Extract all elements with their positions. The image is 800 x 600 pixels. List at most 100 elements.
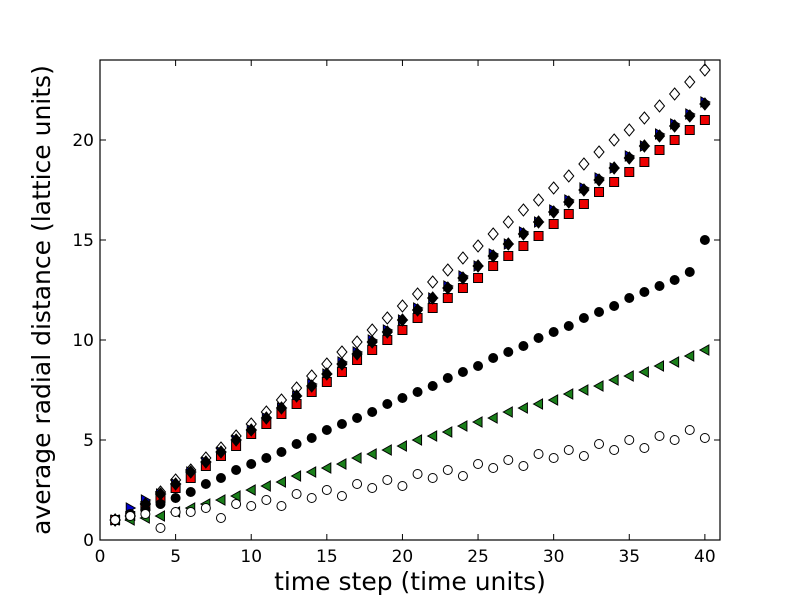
series-1-point bbox=[532, 193, 545, 207]
series-7 bbox=[110, 425, 710, 533]
series-6-point bbox=[638, 366, 649, 378]
series-3-point bbox=[488, 261, 499, 271]
series-7-point bbox=[669, 435, 680, 445]
series-5-point bbox=[639, 287, 650, 297]
series-1-point bbox=[442, 263, 454, 277]
series-1-point bbox=[396, 299, 409, 313]
series-7-point bbox=[427, 473, 438, 483]
series-5-point bbox=[215, 473, 226, 483]
series-3 bbox=[110, 115, 710, 525]
series-1-point bbox=[623, 123, 635, 137]
series-7-point bbox=[140, 509, 151, 519]
series-5-point bbox=[185, 487, 196, 497]
x-tick-label: 0 bbox=[95, 547, 106, 567]
series-6-point bbox=[320, 462, 332, 474]
series-6-point bbox=[562, 388, 574, 400]
series-6-point bbox=[623, 370, 634, 382]
series-4-point bbox=[381, 325, 393, 339]
series-3-point bbox=[699, 115, 710, 125]
series-1-point bbox=[381, 311, 393, 325]
series-6-point bbox=[472, 416, 483, 428]
series-6-point bbox=[396, 440, 407, 452]
series-7-point bbox=[170, 507, 181, 517]
series-5-point bbox=[684, 267, 695, 277]
series-1-point bbox=[336, 345, 348, 359]
series-5-point bbox=[412, 387, 423, 397]
series-5-point bbox=[518, 341, 529, 351]
series-3-point bbox=[684, 125, 695, 135]
series-4-point bbox=[427, 291, 439, 305]
series-4-point bbox=[245, 423, 257, 437]
series-7-point bbox=[654, 431, 665, 441]
series-4-point bbox=[623, 151, 635, 165]
series-7-point bbox=[215, 513, 226, 523]
series-7-point bbox=[367, 483, 378, 493]
series-5-point bbox=[654, 281, 665, 291]
series-4-point bbox=[411, 303, 424, 317]
series-4-point bbox=[185, 465, 197, 479]
series-4-point bbox=[532, 215, 545, 229]
series-7-point bbox=[200, 503, 211, 513]
series-4-point bbox=[366, 335, 378, 349]
x-tick-label: 20 bbox=[392, 547, 414, 567]
series-6-point bbox=[411, 434, 423, 446]
series-5-point bbox=[261, 453, 272, 463]
series-4-point bbox=[306, 379, 318, 393]
series-4-point bbox=[351, 347, 363, 361]
series-4-point bbox=[215, 445, 227, 459]
series-7-point bbox=[578, 451, 589, 461]
series-7-point bbox=[503, 455, 514, 465]
series-5-point bbox=[367, 407, 378, 417]
data-marks bbox=[109, 63, 711, 533]
series-5-point bbox=[594, 307, 605, 317]
series-4-point bbox=[290, 389, 303, 403]
series-3-point bbox=[624, 167, 635, 177]
series-5-point bbox=[306, 433, 317, 443]
series-4-point bbox=[563, 195, 575, 209]
series-5-point bbox=[427, 381, 438, 391]
series-4-point bbox=[321, 367, 333, 381]
series-1-point bbox=[411, 287, 424, 301]
series-6-point bbox=[517, 402, 528, 414]
series-6-point bbox=[532, 398, 544, 410]
series-6-point bbox=[441, 426, 453, 438]
series-7-point bbox=[125, 511, 136, 521]
series-7-point bbox=[306, 493, 317, 503]
series-1-point bbox=[684, 75, 696, 89]
series-5-point bbox=[624, 293, 635, 303]
series-5-point bbox=[200, 479, 211, 489]
series-5-point bbox=[352, 413, 363, 423]
series-4-point bbox=[336, 357, 348, 371]
series-7-point bbox=[155, 523, 166, 533]
series-1-point bbox=[653, 99, 666, 113]
series-7-point bbox=[457, 471, 468, 481]
series-4-point bbox=[169, 477, 182, 491]
series-1-point bbox=[351, 335, 363, 349]
series-3-point bbox=[503, 251, 514, 261]
x-tick-label: 30 bbox=[543, 547, 565, 567]
series-4-point bbox=[684, 109, 696, 123]
series-4-point bbox=[653, 129, 666, 143]
series-4-point bbox=[638, 139, 651, 153]
series-7-point bbox=[518, 461, 529, 471]
x-tick-label: 15 bbox=[316, 547, 338, 567]
series-7-point bbox=[261, 495, 272, 505]
series-6-point bbox=[487, 412, 498, 424]
series-1-point bbox=[457, 251, 469, 265]
series-6-point bbox=[426, 430, 438, 442]
series-4-point bbox=[472, 259, 484, 273]
series-5-point bbox=[563, 321, 574, 331]
series-6-point bbox=[275, 476, 286, 488]
series-1-point bbox=[668, 87, 681, 101]
series-6-point bbox=[608, 374, 619, 386]
series-4-point bbox=[260, 411, 272, 425]
series-6-point bbox=[230, 490, 241, 502]
series-7-point bbox=[533, 449, 544, 459]
series-3-point bbox=[427, 303, 438, 313]
series-4-point bbox=[502, 237, 514, 251]
series-7-point bbox=[488, 463, 499, 473]
series-3-point bbox=[533, 231, 544, 241]
series-7-point bbox=[397, 481, 408, 491]
series-6-point bbox=[653, 360, 665, 372]
